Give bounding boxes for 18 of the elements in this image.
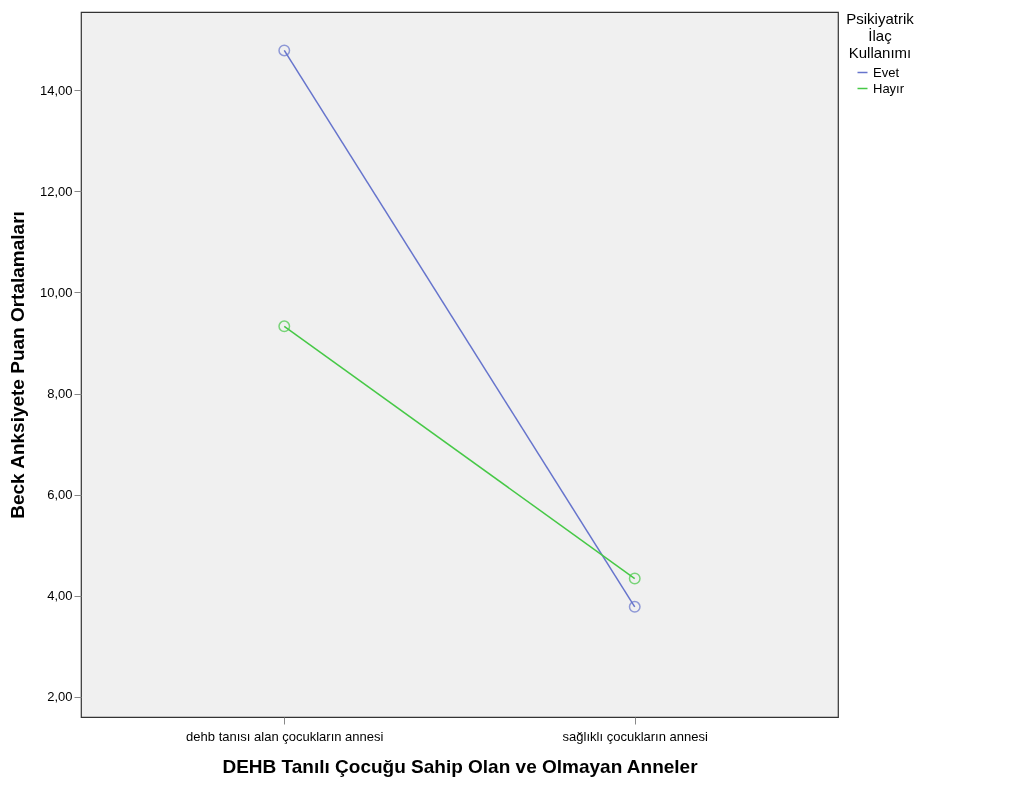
legend-title: Psikiyatrik İlaç Kullanımı [846, 10, 915, 61]
point [628, 572, 641, 585]
point [278, 320, 291, 333]
y-tick-label: 8,00 [47, 386, 73, 402]
x-axis-title: DEHB Tanılı Çocuğu Sahip Olan ve Olmayan Anneler [222, 755, 699, 777]
x-tick-label: sağlıklı çocukların annesi [562, 728, 708, 744]
y-tick-label: 14,00 [39, 82, 73, 98]
y-tick-label: 6,00 [47, 487, 73, 503]
point [278, 44, 291, 57]
x-tick-label: dehb tanısı alan çocukların annesi [186, 728, 384, 744]
legend-label: Evet [873, 64, 900, 80]
y-tick-label: 10,00 [39, 284, 73, 300]
legend-label: Hayır [873, 80, 905, 96]
y-tick-label: 4,00 [47, 588, 73, 604]
y-tick-label: 2,00 [47, 689, 73, 705]
y-tick-label: 12,00 [39, 183, 73, 199]
y-axis-title: Beck Anksiyete Puan Ortalamaları [6, 211, 28, 519]
point [628, 600, 641, 613]
